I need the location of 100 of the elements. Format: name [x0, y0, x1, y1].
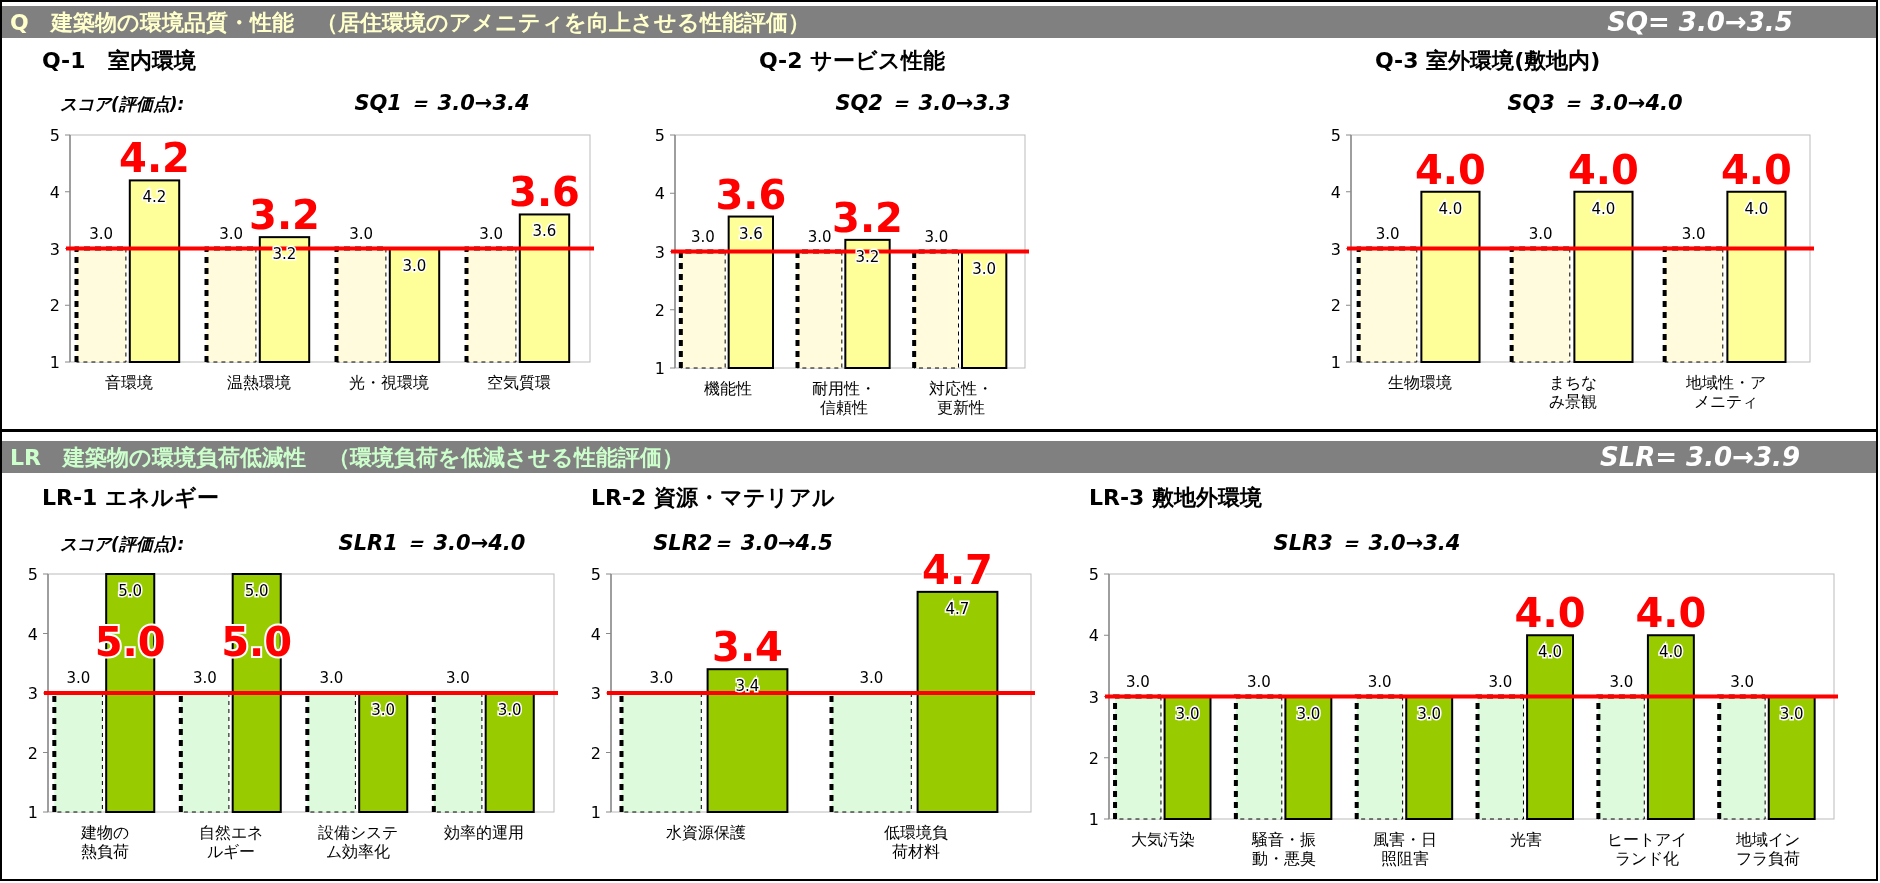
y-tick-label: 1	[1088, 810, 1099, 829]
annotation: 4.0	[1438, 199, 1463, 218]
data-label: 5.0	[244, 582, 269, 600]
y-tick-label: 5	[654, 126, 665, 145]
data-label: 3.6	[509, 169, 580, 216]
data-label: 3.0	[972, 259, 997, 278]
data-label: 3.0	[402, 256, 427, 275]
y-tick-label: 3	[654, 242, 665, 262]
chart-title: Q-1 室内環境	[42, 48, 196, 73]
y-tick-label: 1	[1330, 353, 1341, 372]
y-tick-label: 2	[590, 743, 601, 763]
chart-title: LR-2 資源・マテリアル	[591, 485, 836, 510]
data-label: 3.0	[1375, 224, 1400, 243]
x-tick-label: 機能性	[703, 379, 752, 398]
annotation: 3.6	[532, 222, 557, 241]
chart-subtitle: SQ1 ＝ 3.0→3.4	[354, 91, 530, 115]
y-tick-label: 4	[1088, 626, 1099, 646]
annotation: 3.6	[738, 224, 763, 243]
data-label: 3.0	[319, 669, 344, 687]
data-label: 3.0	[1779, 704, 1804, 723]
x-tick-label: 地域インフラ負荷	[1734, 830, 1800, 869]
text: SLR= 3.0→3.9	[1599, 442, 1801, 472]
x-tick-label: 自然エネルギー	[199, 823, 264, 862]
data-label: 3.0	[1528, 224, 1553, 243]
y-tick-label: 4	[1330, 182, 1341, 202]
x-tick-label: 地域性・アメニティ	[1684, 373, 1766, 412]
data-label: 3.0	[479, 224, 504, 243]
data-label: 3.0	[1246, 672, 1271, 691]
data-label: 3.0	[1609, 672, 1634, 691]
data-label: 3.0	[1175, 704, 1200, 723]
data-label: 3.4	[712, 624, 783, 671]
data-label: 3.0	[1730, 672, 1755, 691]
y-tick-label: 5	[590, 565, 601, 584]
data-label: 4.2	[119, 135, 190, 182]
chart-subtitle: SLR1 ＝ 3.0→4.0	[338, 531, 526, 555]
y-tick-label: 4	[49, 182, 60, 202]
text: スコア(評価点):	[60, 534, 185, 554]
x-tick-label: 建物の熱負荷	[79, 823, 129, 862]
y-tick-label: 3	[27, 684, 38, 703]
y-tick-label: 1	[590, 803, 601, 822]
annotation: 3.4	[735, 677, 760, 696]
y-tick-label: 3	[49, 239, 60, 259]
x-tick-label: 設備システム効率化	[317, 823, 398, 862]
x-tick-label: まちなみ景観	[1548, 373, 1597, 412]
data-label: 3.0	[192, 669, 217, 687]
y-tick-label: 4	[590, 624, 601, 644]
annotation: 4.0	[1591, 199, 1616, 218]
data-label: 3.0	[66, 669, 91, 687]
data-label: 3.0	[1367, 672, 1392, 691]
y-tick-label: 1	[654, 359, 665, 378]
data-label: 3.2	[249, 192, 320, 239]
data-label: 3.0	[497, 701, 522, 719]
x-tick-label: 風害・日照阻害	[1373, 830, 1438, 869]
data-label: 4.7	[922, 546, 993, 593]
data-label: 3.0	[649, 669, 674, 687]
data-label: 3.0	[349, 224, 374, 243]
x-tick-label: 温熱環境	[226, 373, 291, 392]
data-label: 3.0	[1296, 704, 1321, 723]
y-tick-label: 1	[27, 803, 38, 822]
annotation: 4.0	[1658, 643, 1683, 662]
x-tick-label: 大気汚染	[1131, 830, 1196, 849]
data-label: 4.0	[1721, 146, 1792, 193]
y-tick-label: 3	[1088, 687, 1099, 707]
x-tick-label: ヒートアイランド化	[1606, 830, 1687, 869]
data-label: 4.0	[1568, 146, 1639, 193]
chart-title: LR-1 エネルギー	[42, 485, 220, 510]
y-tick-label: 2	[27, 743, 38, 763]
y-tick-label: 2	[654, 300, 665, 320]
text: Q 建築物の環境品質・性能 （居住環境のアメニティを向上させる性能評価）	[10, 10, 810, 35]
chart-subtitle: SLR3 ＝ 3.0→3.4	[1273, 531, 1461, 555]
data-label: 3.0	[89, 224, 114, 243]
data-label: 3.0	[924, 227, 949, 246]
data-label: 3.0	[807, 227, 832, 246]
x-tick-label: 空気質環	[486, 373, 551, 392]
data-label: 3.0	[219, 224, 244, 243]
data-label: 3.0	[859, 669, 884, 687]
annotation: 4.0	[1744, 199, 1769, 218]
x-tick-label: 低環境負荷材料	[883, 823, 948, 862]
x-tick-label: 耐用性・信頼性	[812, 379, 877, 418]
chart-subtitle: SQ3 ＝ 3.0→4.0	[1507, 91, 1683, 115]
x-tick-label: 騒音・振動・悪臭	[1251, 830, 1317, 869]
data-label: 3.0	[445, 669, 470, 687]
data-label: 4.0	[1635, 590, 1707, 637]
y-tick-label: 5	[1088, 565, 1099, 584]
data-label: 3.0	[691, 227, 715, 246]
data-label: 3.0	[371, 701, 396, 719]
chart-subtitle: SLR2＝ 3.0→4.5	[653, 531, 833, 555]
data-label: 3.0	[1417, 704, 1442, 723]
x-tick-label: 光害	[1509, 830, 1542, 849]
annotation: 3.2	[272, 245, 297, 264]
data-label: 3.0	[1488, 672, 1513, 691]
annotation: 4.2	[142, 188, 167, 207]
chart-subtitle: SQ2 ＝ 3.0→3.3	[835, 91, 1011, 115]
y-tick-label: 4	[27, 624, 38, 644]
y-tick-label: 5	[27, 565, 38, 584]
chart-title: LR-3 敷地外環境	[1089, 485, 1263, 510]
annotation: 4.0	[1538, 643, 1562, 662]
x-tick-label: 音環境	[104, 373, 153, 392]
x-tick-label: 水資源保護	[665, 823, 746, 842]
text: SQ= 3.0→3.5	[1607, 7, 1793, 37]
